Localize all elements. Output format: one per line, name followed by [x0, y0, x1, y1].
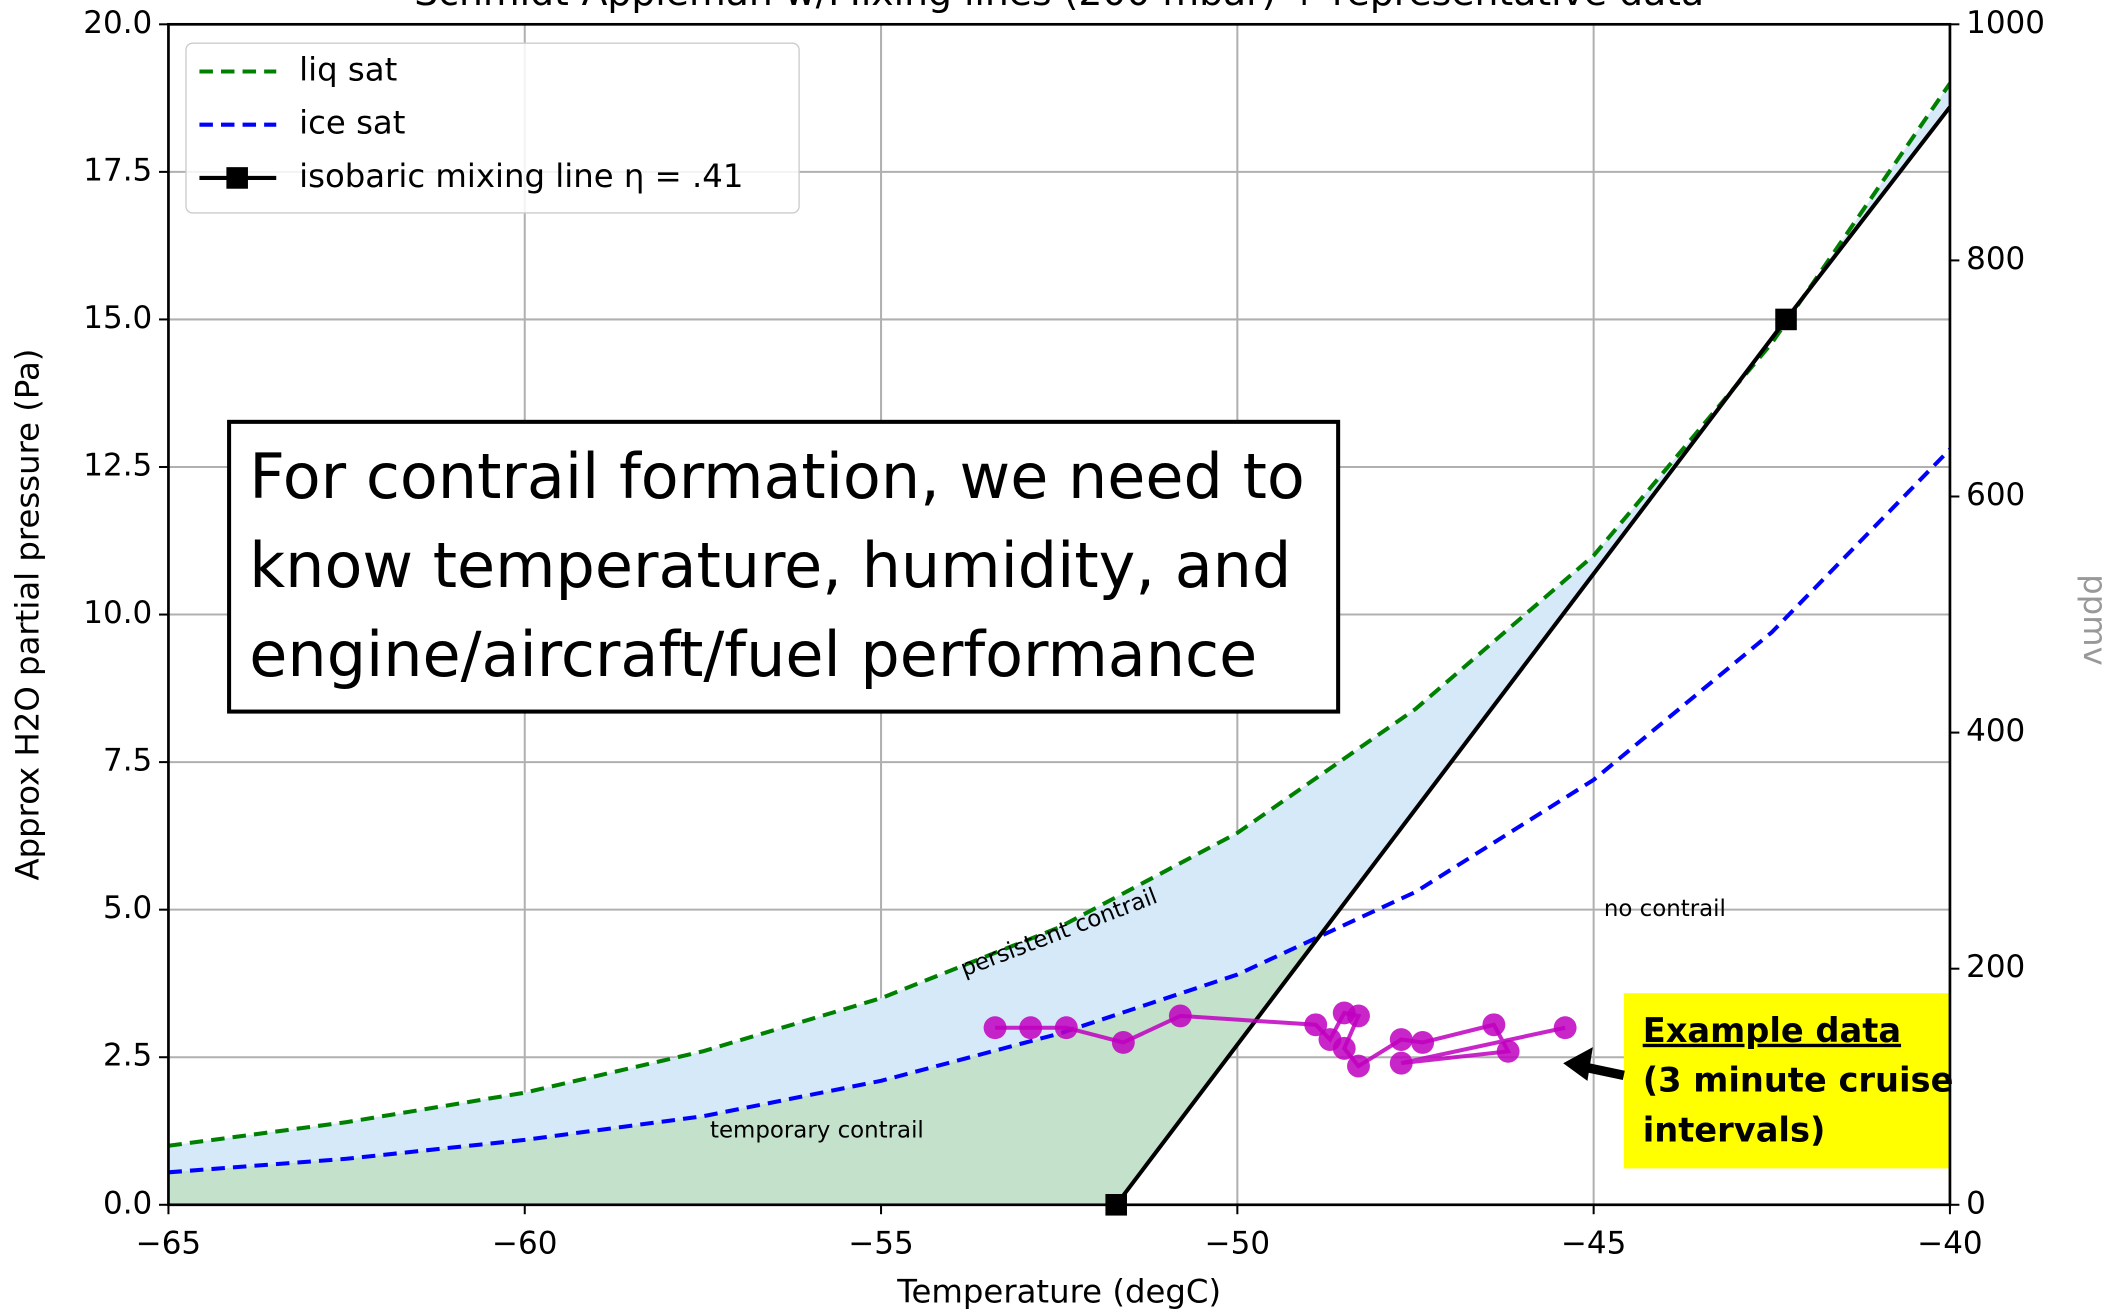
y2-tick-label: 200 [1966, 949, 2025, 985]
example-point [1496, 1039, 1520, 1063]
callout-text: engine/aircraft/fuel performance [249, 618, 1257, 691]
example-point [1304, 1013, 1328, 1037]
legend-label: isobaric mixing line η = .41 [299, 157, 743, 195]
y-tick-label: 7.5 [103, 743, 152, 779]
y2-axis-label: ppmv [2076, 574, 2113, 666]
y2-tick-label: 0 [1966, 1185, 1986, 1221]
region-annotation: temporary contrail [710, 1118, 924, 1144]
y-tick-label: 12.5 [83, 447, 152, 483]
callout-text: For contrail formation, we need to [249, 440, 1305, 513]
callout-text: know temperature, humidity, and [249, 529, 1291, 602]
y-tick-label: 10.0 [83, 595, 152, 631]
chart-title: Schmidt-Appleman w/Mixing lines (200 mba… [414, 0, 1704, 14]
x-tick-label: −45 [1561, 1226, 1626, 1262]
y2-tick-label: 400 [1966, 713, 2025, 749]
x-tick-label: −60 [492, 1226, 557, 1262]
note-text: Example data [1643, 1011, 1901, 1050]
x-tick-label: −55 [848, 1226, 913, 1262]
example-point [1111, 1031, 1135, 1054]
legend-label: ice sat [299, 104, 405, 142]
y-tick-label: 15.0 [83, 300, 152, 336]
note-arrowhead [1563, 1047, 1593, 1081]
x-tick-label: −40 [1917, 1226, 1982, 1262]
legend-label: liq sat [299, 50, 397, 88]
plot-frame [167, 22, 1952, 1207]
series-line [168, 447, 1950, 1175]
note-text: intervals) [1643, 1111, 1826, 1150]
legend-marker [226, 167, 248, 189]
series-marker [1775, 308, 1797, 331]
series-line [168, 82, 1950, 1148]
example-point [1411, 1031, 1435, 1054]
y2-tick-label: 600 [1966, 477, 2025, 513]
region-annotation: no contrail [1604, 896, 1726, 922]
callout-box [227, 419, 1341, 714]
example-point [1482, 1013, 1506, 1037]
example-point [1389, 1051, 1413, 1075]
example-point [1332, 1036, 1356, 1060]
x-tick-label: −65 [136, 1226, 201, 1262]
legend [185, 42, 800, 214]
x-axis-label: Temperature (degC) [896, 1273, 1221, 1311]
y-tick-label: 20.0 [83, 5, 152, 41]
example-point [1168, 1004, 1192, 1028]
example-point [1347, 1054, 1370, 1078]
series-marker [1105, 1194, 1127, 1216]
y2-tick-label: 1000 [1966, 5, 2045, 41]
example-point [1347, 1004, 1370, 1028]
example-point [983, 1016, 1007, 1040]
y-tick-label: 0.0 [103, 1185, 152, 1221]
note-text: (3 minute cruise [1643, 1061, 1954, 1100]
example-point [1553, 1016, 1577, 1040]
y-tick-label: 17.5 [83, 152, 152, 188]
note-box [1623, 993, 1950, 1169]
x-tick-label: −50 [1205, 1226, 1270, 1262]
y-tick-label: 2.5 [103, 1038, 152, 1074]
y2-tick-label: 800 [1966, 241, 2025, 277]
example-point [1389, 1028, 1413, 1051]
example-point [1019, 1016, 1043, 1040]
y-tick-label: 5.0 [103, 890, 152, 926]
y-axis-label: Approx H2O partial pressure (Pa) [9, 349, 47, 881]
example-point [1054, 1016, 1078, 1040]
